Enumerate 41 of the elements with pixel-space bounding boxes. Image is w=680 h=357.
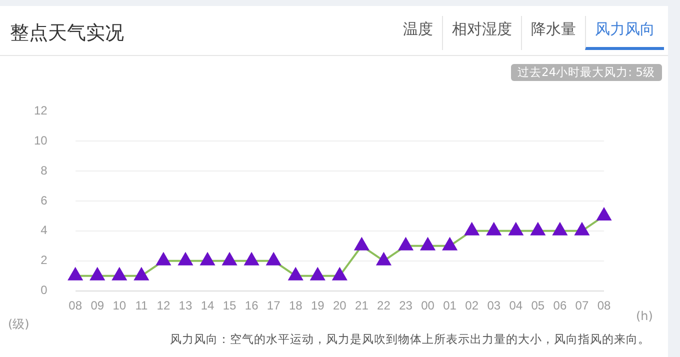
text: 降水量: [521, 16, 585, 50]
y-tick-label: 0: [40, 283, 48, 298]
text: 过去24小时最大风力: 5级: [510, 64, 662, 81]
x-tick-label: 09: [90, 298, 104, 312]
y-tick-label: 2: [40, 253, 48, 268]
x-tick-label: 08: [597, 298, 611, 312]
x-tick-label: 23: [399, 298, 413, 312]
y-tick-label: 8: [40, 163, 48, 178]
text: 风力风向：空气的水平运动，风力是风吹到物体上所表示出力量的大小，风向指风的来向。: [170, 332, 650, 347]
chart-title: 整点天气实况: [10, 21, 124, 46]
x-tick-label: 18: [288, 298, 303, 312]
x-tick-label: 00: [421, 298, 435, 312]
x-tick-label: 04: [509, 298, 523, 312]
x-tick-label: 11: [135, 298, 148, 312]
x-tick-label: 13: [178, 298, 192, 312]
y-axis-title: (级): [8, 316, 30, 333]
x-tick-label: 14: [200, 298, 215, 312]
x-tick-label: 01: [443, 298, 457, 312]
x-tick-label: 05: [531, 298, 545, 312]
y-tick-label: 6: [40, 193, 48, 208]
x-tick-label: 10: [112, 298, 126, 312]
x-tick-label: 03: [487, 298, 501, 312]
x-tick-label: 21: [355, 298, 369, 312]
x-tick-label: 06: [553, 298, 567, 312]
x-tick-label: 16: [244, 298, 259, 312]
x-axis-title: (h): [636, 309, 653, 323]
x-tick-label: 15: [222, 298, 237, 312]
x-tick-label: 19: [310, 298, 325, 312]
x-tick-label: 07: [575, 298, 589, 312]
x-tick-label: 12: [156, 298, 170, 312]
x-tick-label: 08: [68, 298, 82, 312]
x-tick-label: 17: [266, 298, 281, 312]
text: 温度: [402, 19, 434, 40]
text: 相对湿度: [442, 16, 521, 50]
x-tick-label: 02: [465, 298, 479, 312]
y-tick-label: 10: [34, 133, 48, 148]
y-tick-label: 4: [40, 223, 48, 238]
x-tick-label: 20: [332, 298, 347, 312]
text: 风力风向: [585, 16, 664, 50]
x-tick-label: 22: [377, 298, 391, 312]
y-tick-label: 12: [34, 104, 48, 118]
